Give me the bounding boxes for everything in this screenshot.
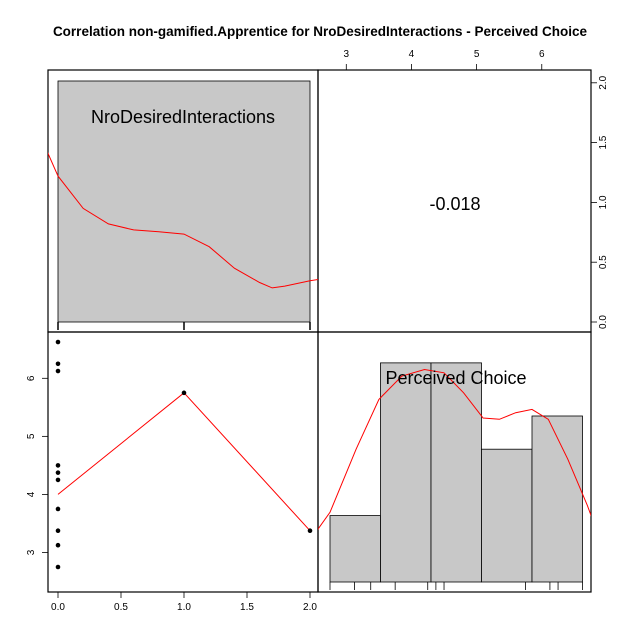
- points-layer: [55, 339, 313, 570]
- scatter-point: [55, 463, 61, 468]
- y-left-tick-label: 6: [26, 375, 37, 381]
- panel-bottom-left: [47, 331, 319, 593]
- chart-title: Correlation non-gamified.Apprentice for …: [53, 24, 588, 39]
- panel-bottom-right: [317, 331, 592, 593]
- x-bottom-tick-label: 1.5: [240, 602, 254, 613]
- y-right-tick-label: 0.5: [598, 255, 609, 269]
- scatter-point: [307, 528, 313, 534]
- x-bottom-tick-label: 2.0: [303, 602, 317, 613]
- y-left-tick-label: 4: [26, 491, 37, 497]
- scatter-point: [55, 542, 61, 548]
- x-bottom-tick-label: 0.5: [114, 602, 128, 613]
- scatter-point: [55, 470, 61, 475]
- scatter-point: [181, 390, 187, 396]
- hist-choice-bar: [481, 448, 533, 583]
- x-bottom-tick-label: 1.0: [177, 602, 191, 613]
- density-line-nro: [48, 152, 318, 289]
- scatter-point: [55, 477, 61, 483]
- y-right-tick-label: 1.0: [598, 195, 609, 209]
- hist-choice-bar: [430, 362, 482, 583]
- x-top-tick-label: 6: [539, 49, 545, 60]
- hist-choice-bar: [531, 415, 583, 583]
- bars-layer: [57, 80, 583, 583]
- scatter-point: [55, 528, 61, 534]
- diag-label-choice: Perceived Choice: [385, 368, 526, 388]
- correlation-value: -0.018: [429, 194, 480, 214]
- rug-layer: [57, 322, 583, 590]
- x-top-tick-label: 5: [474, 49, 480, 60]
- y-right-tick-label: 0.0: [598, 315, 609, 329]
- x-top-tick-label: 4: [409, 49, 415, 60]
- scatter-point: [55, 564, 61, 570]
- hist-choice-bar: [380, 362, 432, 583]
- hist-nro-bar: [57, 80, 311, 323]
- diag-label-nro: NroDesiredInteractions: [91, 107, 275, 127]
- x-bottom-tick-label: 0.0: [51, 602, 65, 613]
- scatter-point: [55, 506, 61, 512]
- y-right-tick-label: 2.0: [598, 75, 609, 89]
- hist-choice-bar: [329, 515, 381, 583]
- scatter-point: [55, 361, 61, 367]
- density-line-choice: [318, 368, 591, 530]
- scatter-point: [55, 339, 61, 345]
- y-right-tick-label: 1.5: [598, 135, 609, 149]
- smooth-line: [57, 392, 311, 532]
- y-left-tick-label: 5: [26, 433, 37, 439]
- axes-layer: 0.0 0.5 1.0 1.5 2.0 3 4 5 6 3 4 5 6 0.0 0.5 1.0 1.5 2.0: [26, 49, 609, 613]
- scatter-point: [55, 368, 61, 374]
- y-left-tick-label: 3: [26, 549, 37, 555]
- x-top-tick-label: 3: [344, 49, 350, 60]
